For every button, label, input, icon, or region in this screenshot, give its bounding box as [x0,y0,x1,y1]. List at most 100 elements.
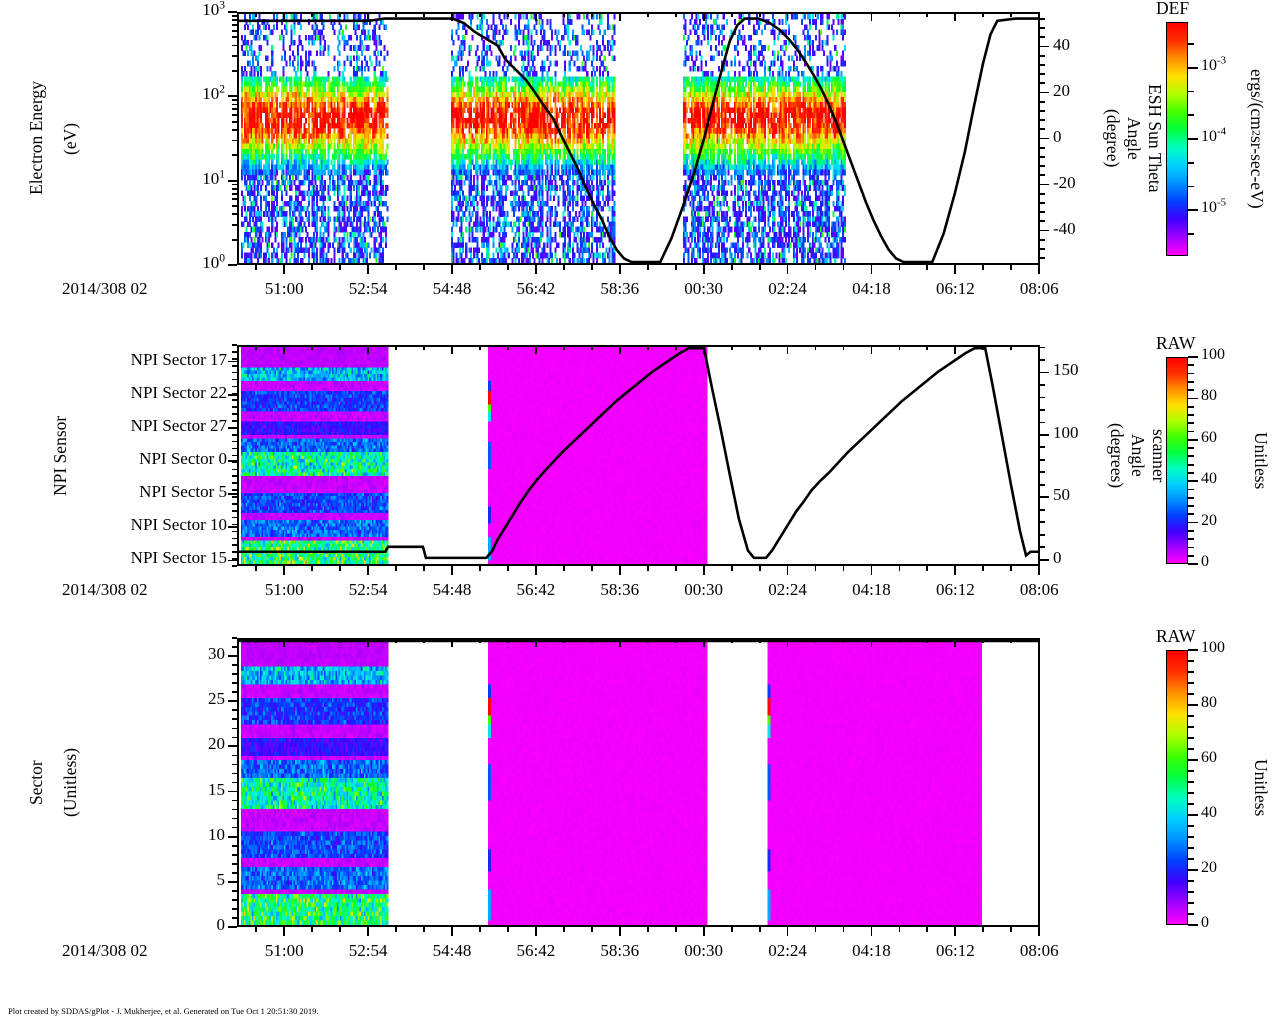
y-tick [228,559,237,562]
y-minor-tick [232,736,237,739]
y-tick-label: NPI Sector 10 [0,515,227,535]
y-tick-right [1040,100,1045,103]
x-tick [758,927,761,932]
y-minor-tick [232,344,237,346]
panel-npi-sensor-ylabel: NPI Sensor [50,345,70,566]
colorbar-tick [1188,770,1194,772]
y-tick-label: NPI Sector 0 [0,449,227,469]
x-tick-top [479,345,481,350]
x-tick [423,265,425,270]
x-tick-top [954,12,957,21]
x-tick-label: 52:54 [334,941,402,961]
colorbar-tick [1188,422,1194,425]
y-tick-right [1040,238,1045,241]
y-minor-tick [232,826,237,829]
x-tick-top [451,12,453,21]
x-tick [926,265,929,270]
colorbar-tick-label: 40 [1201,470,1217,488]
y-minor-tick [232,790,237,793]
colorbar-tick [1188,472,1194,474]
x-tick-top [535,345,537,354]
y-tick-right [1040,533,1045,536]
colorbar-tick [1188,438,1198,441]
x-tick [982,927,985,932]
y-tick-right [1040,45,1049,48]
y-tick-right [1040,248,1045,250]
x-tick [954,927,957,936]
x-tick-top [926,345,929,350]
x-tick [786,566,789,575]
x-tick-top [339,12,342,17]
x-tick-top [758,345,761,350]
y-minor-tick [232,646,237,648]
x-tick-top [283,345,286,354]
x-tick-label: 06:12 [921,279,989,299]
y-tick-right [1040,192,1045,195]
x-tick-top [535,12,537,21]
x-tick-top [1038,345,1041,354]
colorbar-tick [1188,138,1198,140]
x-tick [926,927,929,932]
x-tick [646,566,649,571]
y-minor-tick [232,781,237,784]
x-tick-top [814,638,817,643]
colorbar-tick [1188,825,1194,827]
y-tick [232,187,237,190]
x-tick [590,265,593,270]
y-tick [232,55,237,57]
colorbar-tick [1188,759,1198,761]
x-tick [283,566,286,575]
y-tick-label: NPI Sector 17 [0,350,227,370]
colorbar-tick [1188,513,1194,516]
x-tick-top [954,345,957,354]
x-tick-top [926,638,929,643]
x-tick [451,927,453,936]
colorbar-tick-label: 10-3 [1201,55,1226,75]
y-minor-tick [232,351,237,353]
x-tick-label: 51:00 [250,941,318,961]
y-minor-tick [232,754,237,757]
x-tick-top [255,345,258,350]
y-minor-tick [232,544,237,547]
x-tick-label: 02:24 [754,580,822,600]
x-tick [814,265,817,270]
y-minor-tick [232,496,237,498]
y-minor-tick [232,881,237,883]
x-tick-top [702,12,705,21]
y-minor-tick [232,709,237,712]
y-minor-tick [232,433,237,436]
y-minor-tick [232,817,237,820]
x-tick [758,265,761,270]
y-tick-right [1040,384,1045,386]
x-tick-top [255,638,258,643]
y-tick [232,213,237,216]
x-tick-top [562,638,565,643]
x-tick-top [1010,638,1013,643]
y-tick [228,95,237,98]
x-tick [367,566,370,575]
x-tick-label: 04:18 [837,279,905,299]
y-tick-label-right: 40 [1053,35,1070,55]
x-tick [702,265,705,274]
x-tick-label: 02:24 [754,279,822,299]
y-tick-right [1040,471,1045,474]
colorbar-tick [1188,364,1194,367]
y-tick-label: NPI Sector 22 [0,383,227,403]
panel-sector-plot-area [239,640,1038,925]
y-minor-tick [232,427,237,429]
colorbar-tick-label: 80 [1201,694,1217,712]
y-minor-tick [232,558,237,560]
colorbar-tick [1188,715,1194,717]
x-tick [339,566,342,571]
x-tick [982,566,985,571]
x-tick-top [1010,12,1013,17]
x-tick-top [646,12,649,17]
x-tick-top [479,12,481,17]
y-tick [232,14,237,17]
x-tick-top [898,345,901,350]
x-tick-top [618,12,621,21]
x-tick [730,566,733,571]
x-tick-label: 04:18 [837,941,905,961]
y-tick-label: 10 [175,825,225,845]
x-tick [423,566,425,571]
